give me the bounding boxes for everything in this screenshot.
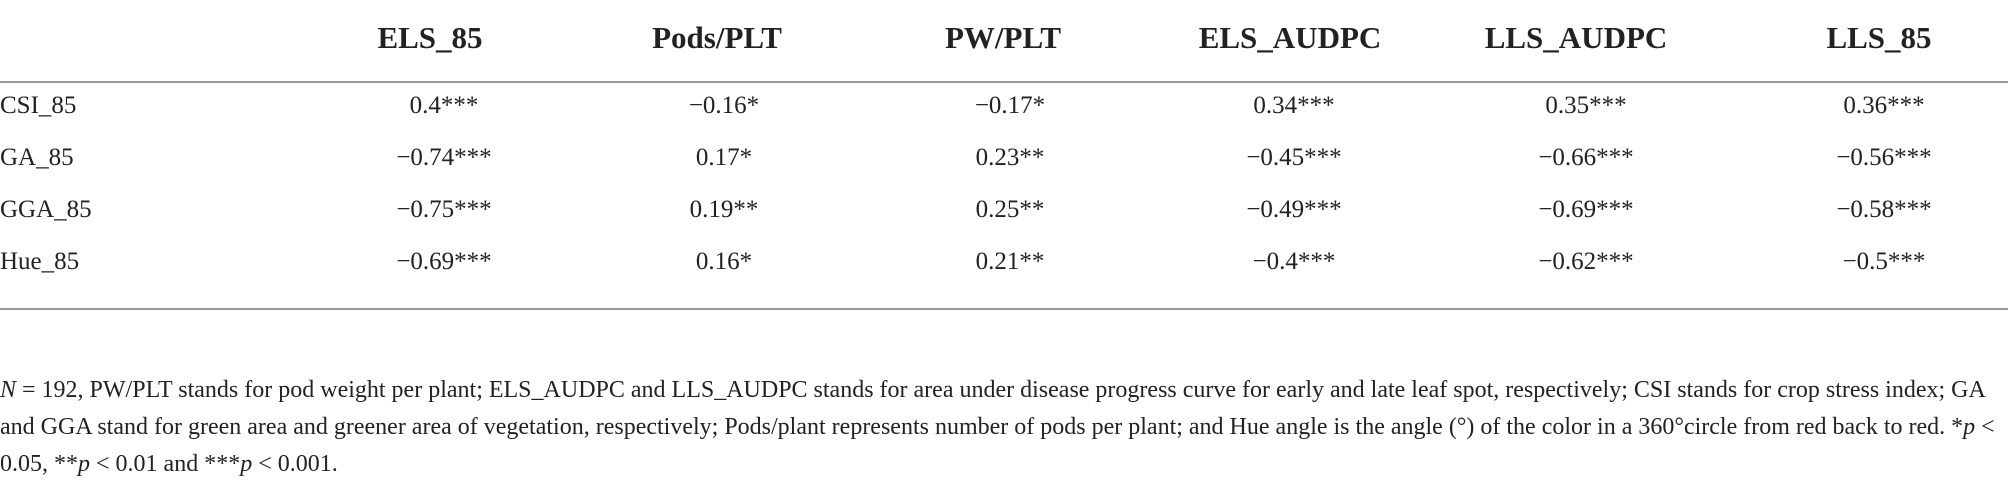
column-header: ELS_85 — [377, 20, 483, 55]
column-header: LLS_85 — [1826, 20, 1932, 55]
table-cell: −0.69*** — [396, 248, 492, 275]
table-cell: −0.62*** — [1538, 248, 1634, 275]
table-cell: 0.23** — [975, 144, 1045, 171]
footnote-part: < 0.001. — [252, 451, 338, 477]
table-cell: 0.25** — [975, 196, 1045, 223]
table-cell: 0.19** — [689, 196, 759, 223]
table-cell: −0.45*** — [1246, 144, 1342, 171]
table-cell: −0.56*** — [1836, 144, 1932, 171]
row-label: GA_85 — [0, 144, 74, 171]
table-cell: −0.16* — [688, 92, 760, 119]
column-header: LLS_AUDPC — [1484, 20, 1668, 55]
table-cell: −0.4*** — [1252, 248, 1336, 275]
bottom-rule — [0, 308, 2008, 310]
footnote-part: N — [0, 377, 17, 403]
column-header: ELS_AUDPC — [1198, 20, 1382, 55]
footnote-part: < 0.05, ** — [0, 414, 1995, 477]
column-header: Pods/PLT — [652, 20, 782, 55]
table-cell: −0.17* — [974, 92, 1046, 119]
table-cell: 0.16* — [695, 248, 753, 275]
header-rule — [0, 81, 2008, 83]
table-cell: 0.4*** — [409, 92, 479, 119]
footnote: N = 192, PW/PLT stands for pod weight pe… — [0, 372, 2000, 483]
footnote-part: < 0.01 and *** — [90, 451, 241, 477]
table-cell: −0.69*** — [1538, 196, 1634, 223]
table-cell: −0.5*** — [1842, 248, 1926, 275]
footnote-part: = 192, PW/PLT stands for pod weight per … — [0, 377, 1985, 440]
row-label: GGA_85 — [0, 196, 92, 223]
table-cell: −0.75*** — [396, 196, 492, 223]
row-label: Hue_85 — [0, 248, 80, 275]
table-cell: 0.34*** — [1253, 92, 1335, 119]
table-cell: 0.17* — [695, 144, 753, 171]
table-cell: 0.36*** — [1843, 92, 1925, 119]
row-label: CSI_85 — [0, 92, 77, 119]
footnote-part: p — [1963, 414, 1976, 440]
table-cell: −0.66*** — [1538, 144, 1634, 171]
footnote-part: p — [240, 451, 253, 477]
table-cell: −0.49*** — [1246, 196, 1342, 223]
table-cell: 0.21** — [975, 248, 1045, 275]
table-cell: 0.35*** — [1545, 92, 1627, 119]
table-cell: −0.74*** — [396, 144, 492, 171]
footnote-part: p — [78, 451, 90, 477]
column-header: PW/PLT — [945, 20, 1061, 55]
table-cell: −0.58*** — [1836, 196, 1932, 223]
